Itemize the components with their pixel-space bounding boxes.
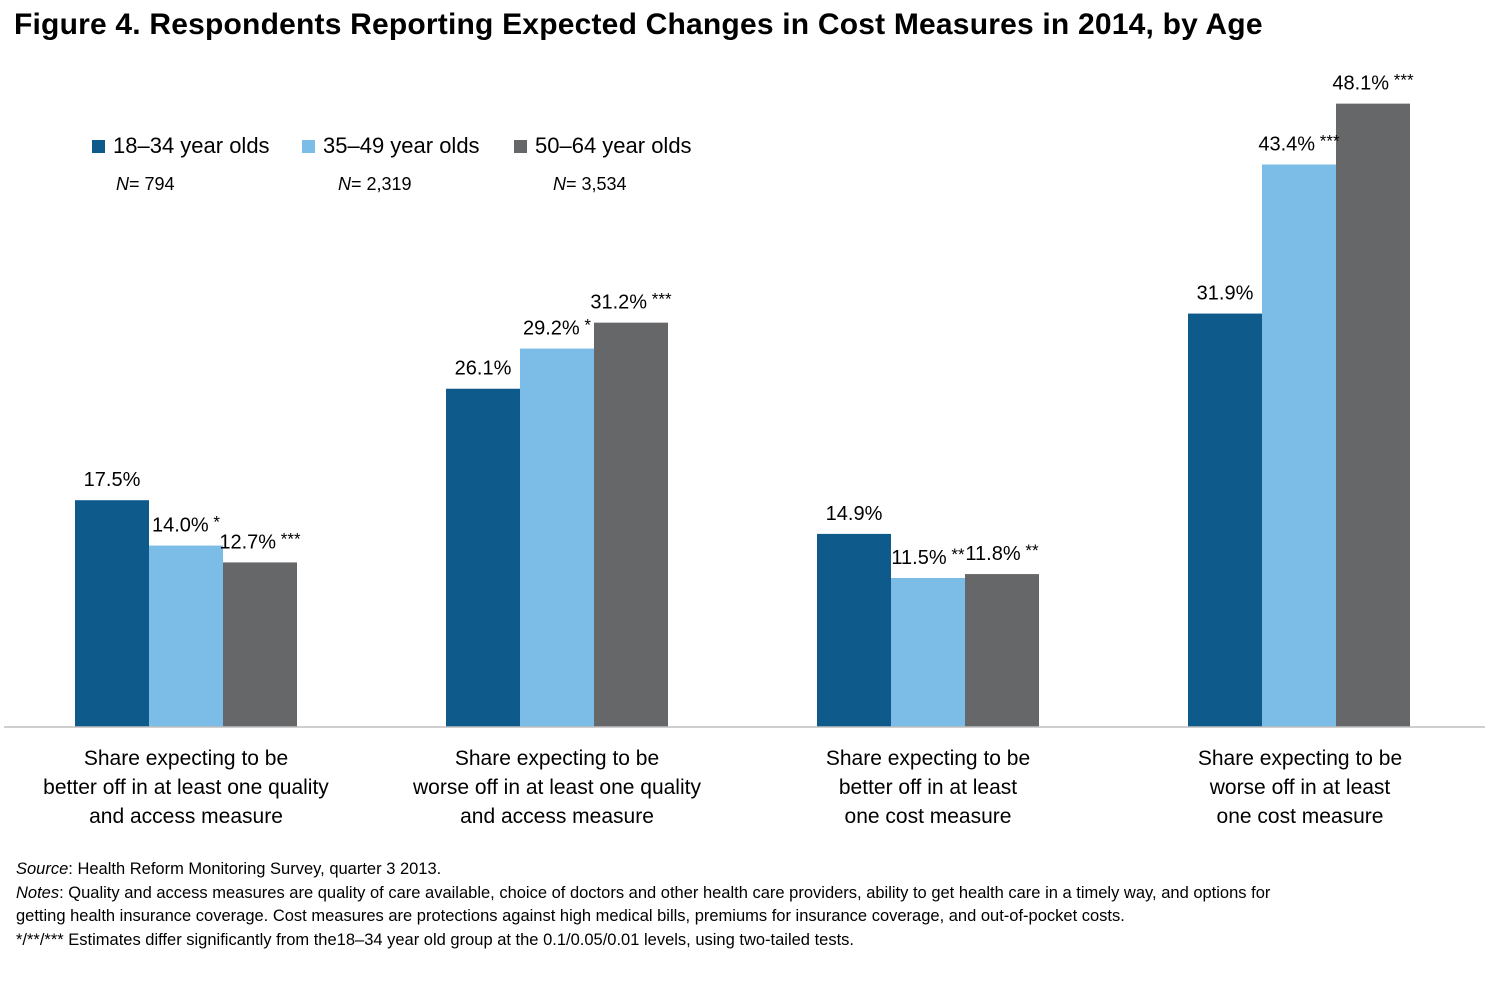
category-label-line: Share expecting to be bbox=[1197, 747, 1403, 770]
data-label-35-49-category-4: 43.4% *** bbox=[1258, 132, 1340, 156]
chart-footer: Source: Health Reform Monitoring Survey,… bbox=[16, 858, 1316, 952]
legend-item-35-49: 35–49 year olds bbox=[302, 132, 480, 160]
category-label-line: better off in at least one quality bbox=[43, 776, 329, 799]
data-label-50-64-category-1: 12.7% *** bbox=[219, 529, 301, 553]
category-label-line: and access measure bbox=[460, 805, 654, 828]
category-label-line: one cost measure bbox=[844, 805, 1012, 828]
legend-item-50-64: 50–64 year olds bbox=[514, 132, 692, 160]
bar-18-34-category-4 bbox=[1188, 313, 1262, 727]
significance-marker: ** bbox=[1021, 541, 1039, 560]
data-label-18-34-category-1: 17.5% bbox=[84, 469, 141, 491]
data-label-35-49-category-3: 11.5% ** bbox=[891, 545, 965, 569]
n-symbol: N bbox=[338, 174, 351, 194]
bar-18-34-category-2 bbox=[446, 388, 520, 727]
source-text: : Health Reform Monitoring Survey, quart… bbox=[68, 860, 442, 878]
data-label-35-49-category-1: 14.0% * bbox=[152, 513, 220, 537]
n-symbol: N bbox=[116, 174, 129, 194]
significance-marker: ** bbox=[947, 545, 965, 564]
significance-marker: * bbox=[209, 513, 221, 532]
bar-50-64-category-3 bbox=[965, 574, 1039, 727]
legend-swatch-18-34 bbox=[92, 139, 105, 153]
bar-35-49-category-2 bbox=[520, 348, 594, 727]
category-label-3: Share expecting to be better off in at l… bbox=[748, 744, 1108, 831]
legend-n-50-64: N= 3,534 bbox=[553, 174, 627, 195]
category-label-line: worse off in at least one quality bbox=[413, 776, 701, 799]
source-note: Source: Health Reform Monitoring Survey,… bbox=[16, 858, 1316, 882]
data-label-50-64-category-3: 11.8% ** bbox=[965, 541, 1039, 565]
category-label-line: Share expecting to be bbox=[454, 747, 660, 770]
n-symbol: N bbox=[553, 174, 566, 194]
category-label-line: worse off in at least bbox=[1209, 776, 1391, 799]
category-label-1: Share expecting to be better off in at l… bbox=[6, 744, 366, 831]
category-label-4: Share expecting to be worse off in at le… bbox=[1120, 744, 1480, 831]
chart-title: Figure 4. Respondents Reporting Expected… bbox=[14, 8, 1263, 41]
legend-n-18-34: N= 794 bbox=[116, 174, 175, 195]
category-label-line: Share expecting to be bbox=[825, 747, 1031, 770]
bar-35-49-category-1 bbox=[149, 545, 223, 727]
significance-marker: *** bbox=[647, 290, 672, 309]
significance-note: */**/*** Estimates differ significantly … bbox=[16, 930, 854, 949]
legend-swatch-50-64 bbox=[514, 139, 527, 153]
data-label-18-34-category-4: 31.9% bbox=[1197, 283, 1254, 305]
significance-marker: *** bbox=[276, 529, 301, 548]
notes-label: Notes bbox=[16, 883, 60, 902]
category-label-line: and access measure bbox=[89, 805, 283, 828]
legend-label-35-49: 35–49 year olds bbox=[323, 133, 480, 158]
category-label-line: better off in at least bbox=[838, 776, 1018, 799]
bar-50-64-category-4 bbox=[1336, 103, 1410, 727]
n-value: = 2,319 bbox=[351, 174, 412, 194]
n-value: = 3,534 bbox=[566, 174, 627, 194]
category-label-line: one cost measure bbox=[1216, 805, 1384, 828]
legend-item-18-34: 18–34 year olds bbox=[92, 132, 270, 160]
bar-18-34-category-3 bbox=[817, 533, 891, 727]
significance-marker: *** bbox=[1389, 71, 1414, 90]
bar-18-34-category-1 bbox=[75, 500, 149, 727]
bar-50-64-category-2 bbox=[594, 322, 668, 727]
significance-marker: * bbox=[580, 316, 592, 335]
legend-label-50-64: 50–64 year olds bbox=[535, 133, 692, 158]
notes: Notes: Quality and access measures are q… bbox=[16, 882, 1316, 929]
source-label: Source bbox=[16, 860, 69, 878]
data-label-18-34-category-2: 26.1% bbox=[455, 358, 512, 380]
significance-marker: *** bbox=[1315, 132, 1340, 151]
n-value: = 794 bbox=[129, 174, 175, 194]
bar-35-49-category-4 bbox=[1262, 164, 1336, 727]
notes-text: : Quality and access measures are qualit… bbox=[16, 883, 1271, 926]
legend-n-35-49: N= 2,319 bbox=[338, 174, 412, 195]
data-label-18-34-category-3: 14.9% bbox=[826, 503, 883, 525]
category-label-2: Share expecting to be worse off in at le… bbox=[377, 744, 737, 831]
category-label-line: Share expecting to be bbox=[83, 747, 289, 770]
data-label-35-49-category-2: 29.2% * bbox=[523, 316, 591, 340]
legend-swatch-35-49 bbox=[302, 139, 315, 153]
data-label-50-64-category-2: 31.2% *** bbox=[590, 290, 672, 314]
bar-50-64-category-1 bbox=[223, 562, 297, 727]
bar-35-49-category-3 bbox=[891, 577, 965, 727]
data-label-50-64-category-4: 48.1% *** bbox=[1332, 71, 1414, 95]
legend-label-18-34: 18–34 year olds bbox=[113, 133, 270, 158]
